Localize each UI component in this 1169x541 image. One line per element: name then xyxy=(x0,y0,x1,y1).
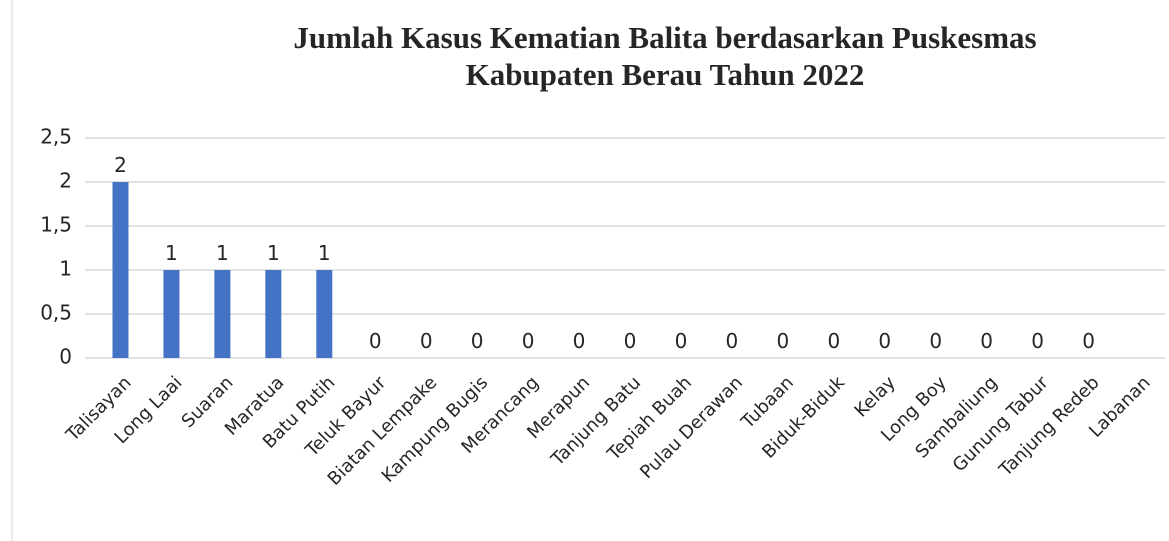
data-label: 1 xyxy=(318,241,331,265)
data-label: 0 xyxy=(827,329,840,353)
data-label: 2 xyxy=(114,153,127,177)
data-label: 0 xyxy=(369,329,382,353)
data-label: 0 xyxy=(624,329,637,353)
chart-title: Jumlah Kasus Kematian Balita berdasarkan… xyxy=(293,20,1036,55)
y-tick-label: 2 xyxy=(59,169,72,193)
x-tick-label: Tanjung Batu xyxy=(547,372,645,470)
y-tick-label: 1,5 xyxy=(40,213,72,237)
bar xyxy=(163,270,180,358)
data-label: 1 xyxy=(165,241,178,265)
data-label: 1 xyxy=(216,241,229,265)
bar xyxy=(214,270,231,358)
data-label: 0 xyxy=(522,329,535,353)
data-label: 0 xyxy=(878,329,891,353)
data-label: 0 xyxy=(573,329,586,353)
chart-title: Kabupaten Berau Tahun 2022 xyxy=(466,57,865,92)
y-tick-label: 1 xyxy=(59,257,72,281)
y-tick-label: 0,5 xyxy=(40,301,72,325)
bar xyxy=(112,182,129,358)
data-label: 0 xyxy=(420,329,433,353)
data-label: 0 xyxy=(675,329,688,353)
data-label: 0 xyxy=(471,329,484,353)
data-label: 1 xyxy=(267,241,280,265)
y-tick-label: 0 xyxy=(59,345,72,369)
bar xyxy=(265,270,282,358)
data-label: 0 xyxy=(726,329,739,353)
data-label: 0 xyxy=(776,329,789,353)
data-label: 0 xyxy=(980,329,993,353)
bar xyxy=(316,270,333,358)
data-label: 0 xyxy=(929,329,942,353)
y-tick-label: 2,5 xyxy=(40,125,72,149)
data-label: 0 xyxy=(1082,329,1095,353)
x-tick-label: Kelay xyxy=(851,372,901,422)
data-label: 0 xyxy=(1031,329,1044,353)
